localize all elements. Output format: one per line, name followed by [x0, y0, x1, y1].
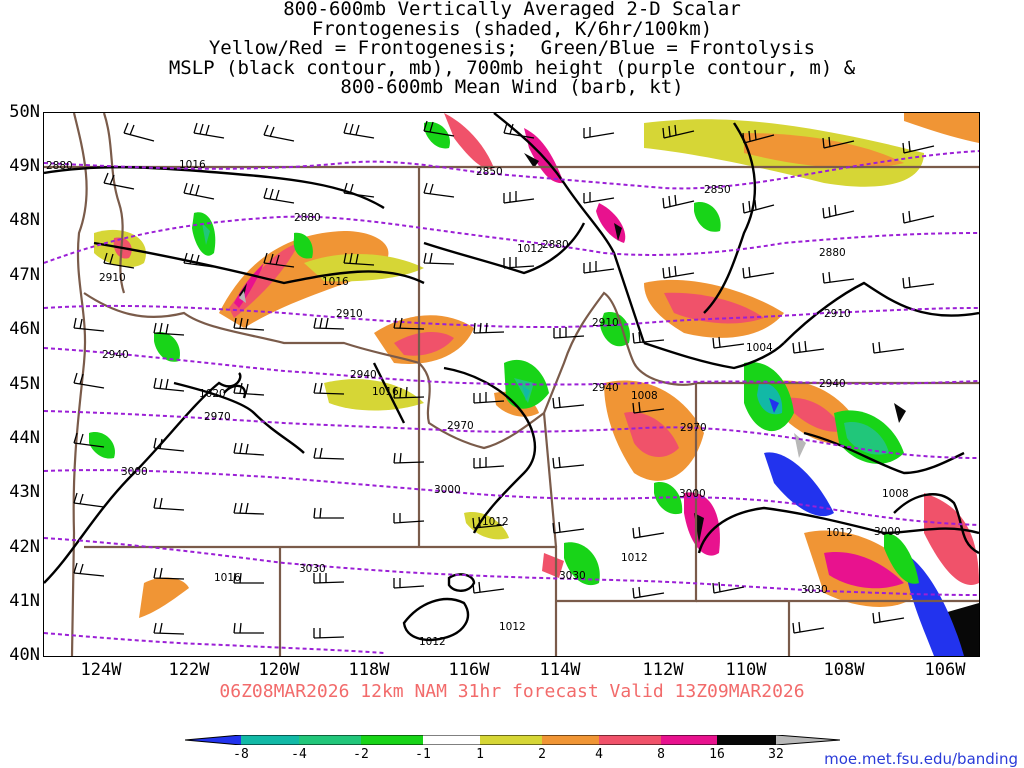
lat-label-42n: 42N [9, 537, 40, 557]
height-label: 3000 [121, 466, 148, 478]
lat-label-49n: 49N [9, 156, 40, 176]
title-line-5: 800-600mb Mean Wind (barb, kt) [340, 76, 684, 98]
height-label: 2880 [819, 247, 846, 259]
lat-label-46n: 46N [9, 319, 40, 339]
colorbar-swatch [361, 735, 423, 745]
mslp-label: 1012 [517, 243, 544, 255]
height-label: 2970 [680, 422, 707, 434]
colorbar-swatch [599, 735, 661, 745]
lon-label-108w: 108W [823, 660, 865, 680]
colorbar-label: 8 [657, 747, 665, 762]
height-label: 2910 [99, 272, 126, 284]
mslp-label: 1008 [882, 488, 909, 500]
height-label: 2880 [46, 160, 73, 172]
colorbar-swatch [241, 735, 299, 745]
colorbar-swatch [542, 735, 599, 745]
height-contours [44, 150, 979, 654]
height-label: 2910 [592, 317, 619, 329]
height-label: 3000 [434, 484, 461, 496]
mslp-label: 1020 [199, 388, 226, 400]
height-label: 3030 [801, 584, 828, 596]
political-borders [44, 113, 979, 656]
colorbar-label: -8 [233, 747, 249, 762]
height-label: 2940 [350, 369, 377, 381]
lon-label-118w: 118W [348, 660, 390, 680]
lon-label-124w: 124W [80, 660, 122, 680]
lon-label-112w: 112W [642, 660, 684, 680]
colorbar-label: 4 [595, 747, 603, 762]
source-credit: moe.met.fsu.edu/banding [824, 750, 1018, 768]
wind-barbs [73, 120, 935, 639]
lon-label-106w: 106W [924, 660, 966, 680]
lat-label-40n: 40N [9, 645, 40, 665]
height-label: 2910 [336, 308, 363, 320]
frontogenesis-map: 1016 1016 1012 1020 1016 1012 1008 1004 … [44, 113, 979, 656]
lat-label-48n: 48N [9, 210, 40, 230]
lat-label-47n: 47N [9, 265, 40, 285]
mslp-label: 1004 [746, 342, 773, 354]
colorbar-label: 16 [709, 747, 725, 762]
height-label: 2850 [476, 166, 503, 178]
mslp-label: 1012 [499, 621, 526, 633]
colorbar-swatch [299, 735, 361, 745]
height-label: 2910 [824, 308, 851, 320]
mslp-label: 1012 [621, 552, 648, 564]
colorbar-swatch [717, 735, 776, 745]
height-label: 3030 [559, 570, 586, 582]
lon-label-116w: 116W [448, 660, 490, 680]
lat-label-44n: 44N [9, 428, 40, 448]
lon-label-114w: 114W [539, 660, 581, 680]
height-label: 2940 [592, 382, 619, 394]
colorbar-swatch [423, 735, 480, 745]
height-label: 2970 [204, 411, 231, 423]
colorbar-label: -4 [291, 747, 307, 762]
map-panel: 1016 1016 1012 1020 1016 1012 1008 1004 … [43, 112, 980, 657]
colorbar-label: -1 [415, 747, 431, 762]
colorbar-swatch [480, 735, 542, 745]
mslp-label: 1016 [322, 276, 349, 288]
chart-title: 800-600mb Vertically Averaged 2-D Scalar… [0, 0, 1024, 98]
mslp-label: 1012 [419, 636, 446, 648]
mslp-label: 1012 [826, 527, 853, 539]
title-line-4: MSLP (black contour, mb), 700mb height (… [168, 56, 856, 79]
height-label: 3030 [299, 563, 326, 575]
height-label: 3000 [679, 488, 706, 500]
valid-time-line: 06Z08MAR2026 12km NAM 31hr forecast Vali… [219, 681, 805, 702]
height-label: 2940 [102, 349, 129, 361]
mslp-label: 1008 [631, 390, 658, 402]
height-label-layer: 2880 2850 2850 2880 2880 2910 2910 2910 … [46, 160, 901, 596]
height-label: 2850 [704, 184, 731, 196]
title-line-3: Yellow/Red = Frontogenesis; Green/Blue =… [208, 37, 816, 59]
mslp-label: 1016 [372, 386, 399, 398]
colorbar-label: -2 [353, 747, 369, 762]
height-label: 3000 [874, 526, 901, 538]
colorbar [185, 735, 840, 745]
height-label: 2880 [542, 239, 569, 251]
colorbar-swatch [776, 735, 840, 745]
mslp-label: 1016 [179, 159, 206, 171]
colorbar-label: 32 [768, 747, 784, 762]
height-label: 2970 [447, 420, 474, 432]
mslp-label-layer: 1016 1016 1012 1020 1016 1012 1008 1004 … [179, 159, 909, 648]
colorbar-swatch [661, 735, 717, 745]
mslp-label: 1012 [482, 516, 509, 528]
colorbar-label: 2 [538, 747, 546, 762]
lat-label-45n: 45N [9, 374, 40, 394]
height-label: 2880 [294, 212, 321, 224]
lon-label-120w: 120W [258, 660, 300, 680]
lat-label-41n: 41N [9, 591, 40, 611]
lon-label-110w: 110W [725, 660, 767, 680]
lon-label-122w: 122W [168, 660, 210, 680]
title-line-1: 800-600mb Vertically Averaged 2-D Scalar [283, 0, 741, 20]
colorbar-label: 1 [476, 747, 484, 762]
height-label: 2940 [819, 378, 846, 390]
lat-label-43n: 43N [9, 482, 40, 502]
colorbar-swatch [185, 735, 241, 745]
lat-label-50n: 50N [9, 102, 40, 122]
title-line-2: Frontogenesis (shaded, K/6hr/100km) [311, 17, 713, 40]
mslp-label: 1016 [214, 572, 241, 584]
frontogenesis-shading [89, 113, 979, 656]
